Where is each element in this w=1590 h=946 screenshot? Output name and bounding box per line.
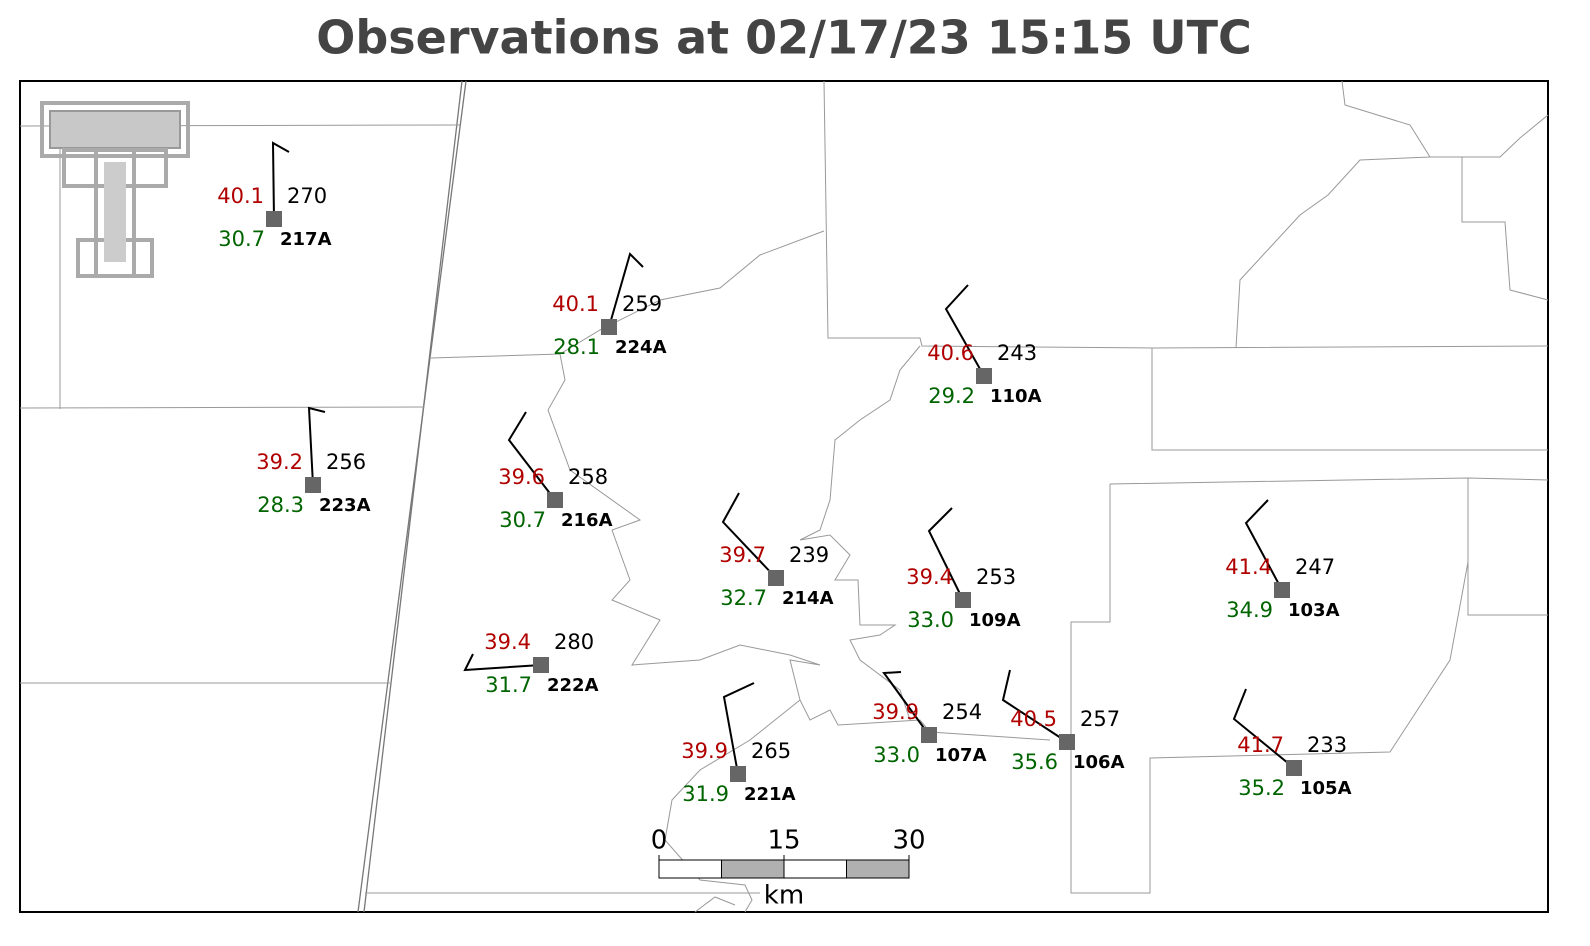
temperature: 39.4 [906, 565, 953, 589]
pressure: 239 [789, 543, 829, 567]
wind-barb [1001, 669, 1068, 743]
temperature: 41.4 [1225, 555, 1272, 579]
station-marker [533, 657, 549, 673]
wind-barb [721, 492, 777, 579]
dewpoint: 30.7 [499, 508, 546, 532]
wind-barb [271, 141, 290, 220]
station-marker [547, 492, 563, 508]
station-marker [921, 727, 937, 743]
station-marker [601, 319, 617, 335]
scale-label: 30 [892, 826, 925, 856]
temperature: 39.7 [719, 543, 766, 567]
logo [40, 101, 190, 278]
station-id: 110A [990, 386, 1042, 407]
dewpoint: 30.7 [218, 227, 265, 251]
station-marker [1059, 734, 1075, 750]
temperature: 39.6 [498, 465, 545, 489]
station-id: 214A [782, 588, 834, 609]
scale-segment [783, 859, 847, 879]
station-id: 103A [1288, 600, 1340, 621]
wind-barb [722, 682, 755, 775]
scale-unit: km [764, 881, 804, 911]
dewpoint: 32.7 [720, 586, 767, 610]
pressure: 243 [997, 341, 1037, 365]
scale-bar: 0 15 30 km [651, 826, 926, 911]
temperature: 41.7 [1237, 733, 1284, 757]
station-id: 217A [280, 229, 332, 250]
pressure: 257 [1080, 707, 1120, 731]
scale-segment [658, 859, 722, 879]
wind-barb [307, 406, 326, 486]
pressure: 259 [622, 292, 662, 316]
pressure: 258 [568, 465, 608, 489]
station-marker [976, 368, 992, 384]
wind-barb [944, 284, 985, 377]
pressure: 253 [976, 565, 1016, 589]
station-marker [730, 766, 746, 782]
dewpoint: 34.9 [1226, 598, 1273, 622]
scale-segment [846, 859, 910, 879]
temperature: 39.2 [256, 450, 303, 474]
pressure: 265 [751, 739, 791, 763]
dewpoint: 31.9 [682, 782, 729, 806]
scale-label: 0 [651, 826, 668, 856]
temperature: 39.9 [872, 700, 919, 724]
station-id: 222A [547, 675, 599, 696]
dewpoint: 31.7 [485, 673, 532, 697]
station-marker [1286, 760, 1302, 776]
scale-label: 15 [767, 826, 800, 856]
dewpoint: 33.0 [873, 743, 920, 767]
dewpoint: 35.6 [1011, 750, 1058, 774]
pressure: 270 [287, 184, 327, 208]
station-id: 105A [1300, 778, 1352, 799]
wind-barb [463, 653, 542, 672]
pressure: 254 [942, 700, 982, 724]
dewpoint: 28.3 [257, 493, 304, 517]
temperature: 40.1 [217, 184, 264, 208]
scale-segment [721, 859, 785, 879]
station-marker [1274, 582, 1290, 598]
station-id: 106A [1073, 752, 1125, 773]
temperature: 40.1 [552, 292, 599, 316]
station-marker [266, 211, 282, 227]
station-marker [305, 477, 321, 493]
station-marker [768, 570, 784, 586]
station-id: 224A [615, 337, 667, 358]
station-id: 223A [319, 495, 371, 516]
dewpoint: 28.1 [553, 335, 600, 359]
boundaries [19, 80, 1549, 913]
temperature: 39.9 [681, 739, 728, 763]
station-marker [955, 592, 971, 608]
temperature: 40.6 [927, 341, 974, 365]
wind-barb [1232, 688, 1295, 769]
wind-barb [1244, 499, 1283, 591]
temperature: 40.5 [1010, 707, 1057, 731]
station-id: 107A [935, 745, 987, 766]
wind-barb [882, 671, 930, 736]
dewpoint: 35.2 [1238, 776, 1285, 800]
pressure: 233 [1307, 733, 1347, 757]
dewpoint: 33.0 [907, 608, 954, 632]
pressure: 280 [554, 630, 594, 654]
wind-barb [927, 507, 964, 601]
wind-barb [608, 252, 644, 328]
dewpoint: 29.2 [928, 384, 975, 408]
wind-barb [507, 411, 556, 501]
temperature: 39.4 [484, 630, 531, 654]
stations: 40.1 270 30.7 217A 40.1 259 28.1 224A 40.6 243 29.… [217, 141, 1352, 806]
title: Observations at 02/17/23 15:15 UTC [316, 11, 1251, 65]
station-id: 216A [561, 510, 613, 531]
station-id: 109A [969, 610, 1021, 631]
station-id: 221A [744, 784, 796, 805]
pressure: 256 [326, 450, 366, 474]
pressure: 247 [1295, 555, 1335, 579]
